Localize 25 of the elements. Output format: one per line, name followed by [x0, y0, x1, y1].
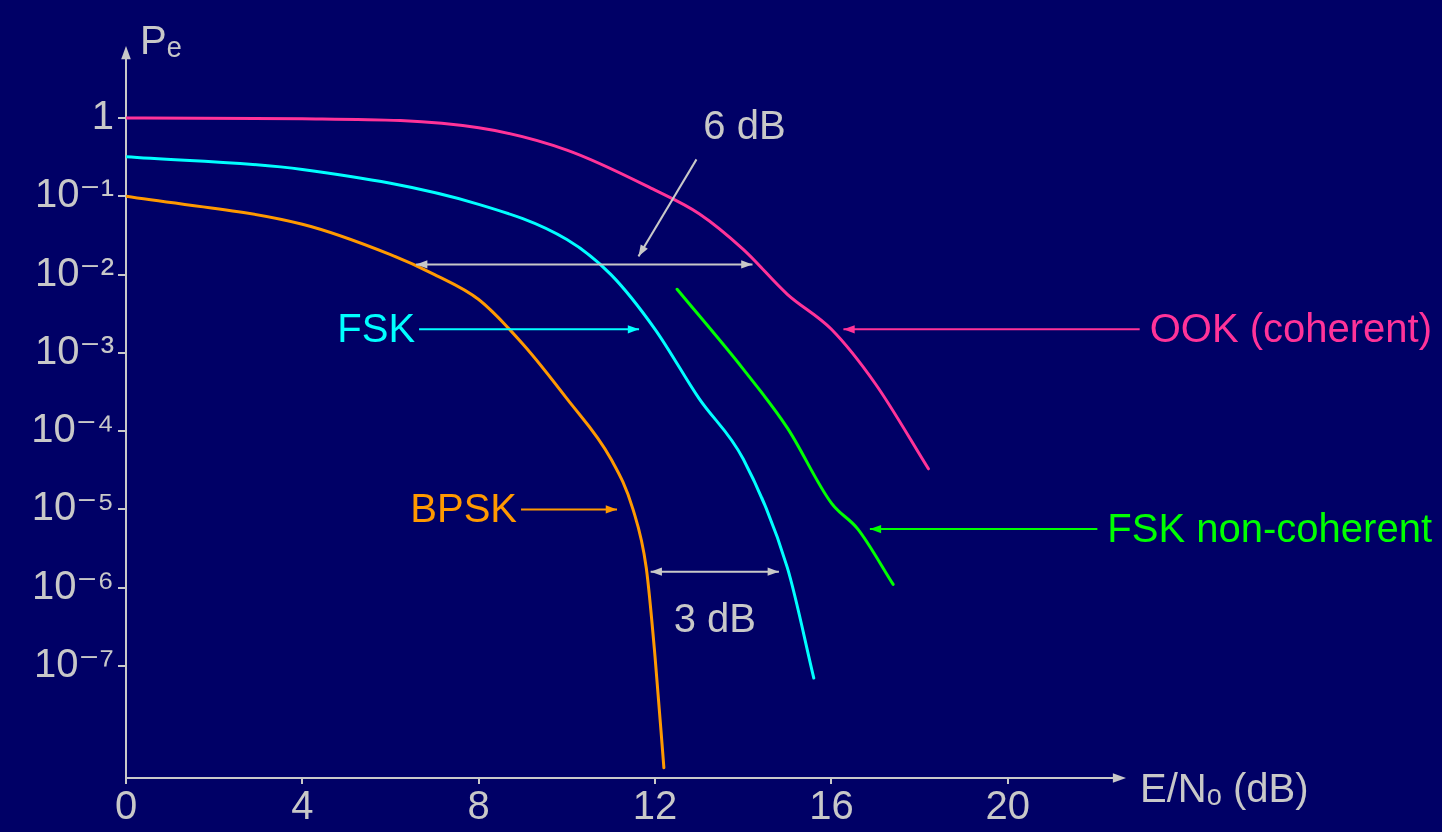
y-tick-label: 10⁻³	[35, 327, 114, 372]
line-series	[126, 155, 816, 680]
line-series	[675, 287, 895, 586]
y-tick-label: 10⁻⁶	[31, 562, 114, 607]
x-tick-label: 16	[809, 783, 854, 828]
x-axis-title: E/Nₒ (dB)	[1140, 766, 1309, 810]
text: FSK non-coherent	[1107, 506, 1432, 551]
y-tick-label: 10⁻⁷	[33, 640, 114, 685]
y-tick-label: 10⁻⁵	[31, 484, 114, 529]
annotation: 6 dB	[703, 103, 786, 148]
y-tick-label: 10⁻¹	[35, 171, 114, 216]
x-tick-label: 20	[985, 783, 1031, 828]
x-tick-label: 8	[467, 783, 490, 828]
text: FSK	[337, 306, 416, 351]
x-tick-label: 4	[291, 783, 314, 828]
y-tick-label: 1	[91, 93, 114, 138]
legend-label: BPSK	[410, 486, 518, 531]
line-series	[126, 194, 666, 770]
x-tick-label: 0	[114, 783, 138, 828]
annotation: 3 dB	[673, 595, 756, 640]
text: OOK (coherent)	[1149, 306, 1432, 351]
y-tick-label: 10⁻²	[35, 249, 114, 294]
x-tick-label: 12	[632, 783, 678, 828]
y-tick-label: 10⁻⁴	[31, 406, 114, 451]
y-axis-title: Pₑ	[140, 18, 182, 62]
